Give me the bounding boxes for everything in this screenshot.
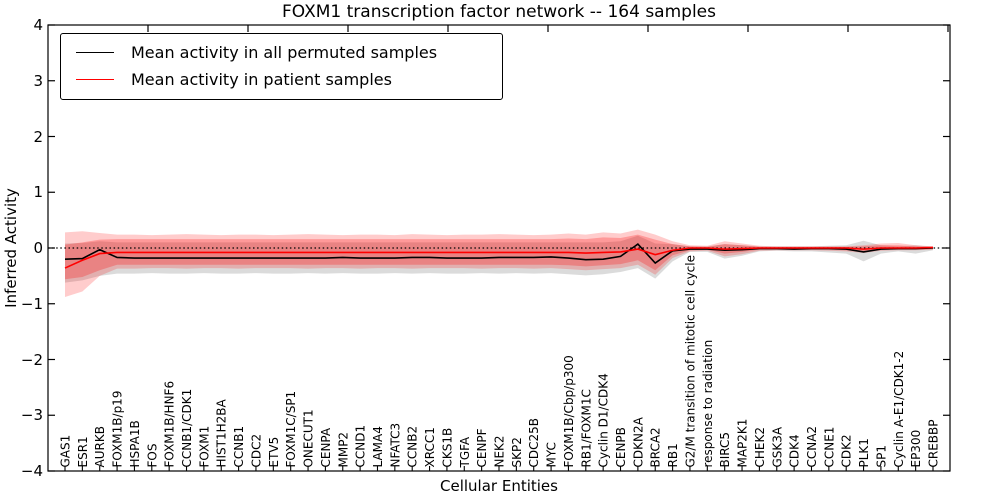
y-tick-label: 2 (33, 127, 43, 146)
y-tick-label: 0 (33, 239, 43, 257)
x-tick-label: CDK2 (840, 434, 854, 467)
y-tick-label: −1 (20, 294, 43, 313)
x-tick-label: FOXM1C/SP1 (284, 391, 298, 468)
x-tick-label: FOS (145, 444, 159, 468)
x-tick-label: GAS1 (59, 435, 73, 468)
x-tick-label: TGFA (458, 436, 472, 468)
x-tick-label: BRCA2 (649, 427, 663, 467)
patient-mean-line (64, 246, 934, 269)
x-tick-label: GSK3A (770, 426, 784, 467)
x-tick-label: RB1 (666, 443, 680, 467)
x-tick-label: Cyclin A-E1/CDK1-2 (892, 351, 906, 468)
x-tick-label: MYC (545, 442, 559, 467)
x-tick-label: ETV5 (267, 437, 281, 468)
x-tick-label: LAMA4 (371, 426, 385, 467)
x-tick-label: HIST1H2BA (215, 398, 229, 467)
x-tick-label: FOXM1B/HNF6 (163, 381, 177, 468)
x-tick-label: NEK2 (493, 435, 507, 467)
x-tick-label: CCNA2 (805, 426, 819, 468)
x-tick-label: HSPA1B (128, 420, 142, 467)
x-tick-label: AURKB (93, 426, 107, 467)
x-tick-label: response to radiation (701, 340, 715, 468)
x-tick-label: MAP2K1 (736, 419, 750, 468)
x-tick-label: CDK4 (788, 434, 802, 467)
x-tick-label: CCNB2 (406, 426, 420, 468)
y-tick-label: −4 (20, 462, 43, 480)
chart-title: FOXM1 transcription factor network -- 16… (282, 2, 716, 22)
x-tick-label: CCNE1 (822, 427, 836, 468)
x-tick-label: SKP2 (510, 437, 524, 467)
x-tick-label: CHEK2 (753, 427, 767, 468)
legend-line-sample-patient (76, 79, 114, 80)
x-tick-label: CENPB (614, 427, 628, 467)
x-tick-label: NFATC3 (388, 423, 402, 468)
x-tick-label: FOXM1B/Cbp/p300 (562, 355, 576, 467)
legend-label-patient: Mean activity in patient samples (131, 70, 392, 89)
x-tick-label: CREBBP (927, 420, 941, 468)
legend: Mean activity in all permuted samples Me… (60, 33, 503, 100)
x-tick-label: ESR1 (76, 436, 90, 467)
legend-item-permuted: Mean activity in all permuted samples (61, 39, 502, 66)
patient-std-outer-band (65, 229, 933, 298)
x-tick-label: RB1/FOXM1C (579, 389, 593, 467)
x-tick-label: CDKN2A (631, 416, 645, 467)
permuted-mean-line (64, 243, 934, 265)
y-tick-label: −2 (20, 350, 43, 369)
x-tick-label: SP1 (874, 445, 888, 468)
y-tick-label: 1 (33, 183, 43, 202)
x-tick-label: CCNB1/CDK1 (180, 389, 194, 468)
x-tick-label: CCNB1 (232, 426, 246, 468)
x-tick-label: CENPA (319, 427, 333, 467)
x-tick-label: CDC2 (249, 434, 263, 468)
x-tick-label: CCND1 (354, 425, 368, 468)
y-tick-label: 4 (33, 16, 43, 34)
x-axis-label: Cellular Entities (440, 477, 558, 495)
x-tick-label: BIRC5 (718, 432, 732, 468)
x-tick-label: MMP2 (336, 432, 350, 468)
x-tick-label: XRCC1 (423, 427, 437, 467)
x-tick-label: FOXM1B/p19 (111, 391, 125, 468)
x-tick-label: EP300 (909, 430, 923, 468)
x-tick-label: CDC25B (527, 418, 541, 468)
x-tick-label: G2/M transition of mitotic cell cycle (683, 255, 697, 468)
legend-item-patient: Mean activity in patient samples (61, 66, 502, 93)
x-tick-label: Cyclin D1/CDK4 (597, 373, 611, 467)
x-tick-label: FOXM1 (197, 426, 211, 468)
x-tick-label: ONECUT1 (302, 409, 316, 467)
y-tick-label: −3 (20, 406, 43, 425)
legend-label-permuted: Mean activity in all permuted samples (131, 43, 438, 62)
y-tick-label: 3 (33, 71, 43, 90)
x-tick-label: PLK1 (857, 438, 871, 467)
x-tick-label: CKS1B (440, 428, 454, 468)
legend-line-sample-permuted (76, 52, 114, 53)
x-tick-label: CENPF (475, 428, 489, 467)
